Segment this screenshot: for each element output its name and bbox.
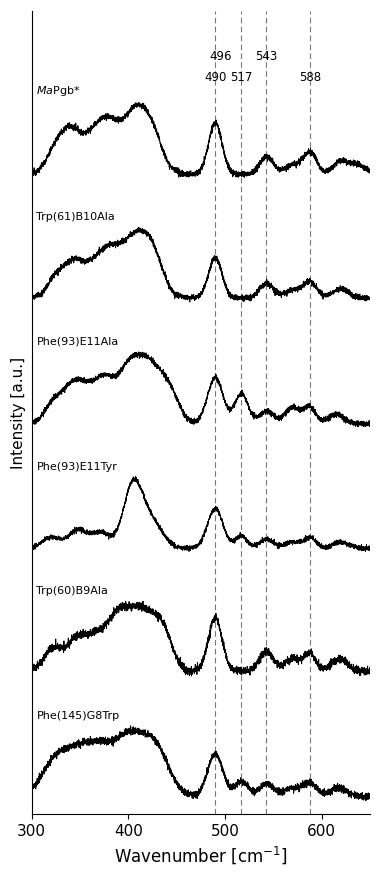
Text: Trp(60)B9Ala: Trp(60)B9Ala — [37, 586, 108, 596]
Text: Trp(61)B10Ala: Trp(61)B10Ala — [37, 212, 115, 222]
Text: Phe(145)G8Trp: Phe(145)G8Trp — [37, 711, 120, 721]
Text: $\mathit{Ma}$Pgb*: $\mathit{Ma}$Pgb* — [37, 83, 81, 97]
X-axis label: Wavenumber [cm$^{-1}$]: Wavenumber [cm$^{-1}$] — [114, 845, 288, 866]
Y-axis label: Intensity [a.u.]: Intensity [a.u.] — [11, 356, 26, 468]
Text: Phe(93)E11Tyr: Phe(93)E11Tyr — [37, 461, 117, 472]
Text: Phe(93)E11Ala: Phe(93)E11Ala — [37, 337, 119, 347]
Text: 543: 543 — [255, 50, 278, 62]
Text: 496: 496 — [210, 50, 232, 62]
Text: 490: 490 — [204, 71, 226, 84]
Text: 517: 517 — [230, 71, 253, 84]
Text: 588: 588 — [299, 71, 321, 84]
